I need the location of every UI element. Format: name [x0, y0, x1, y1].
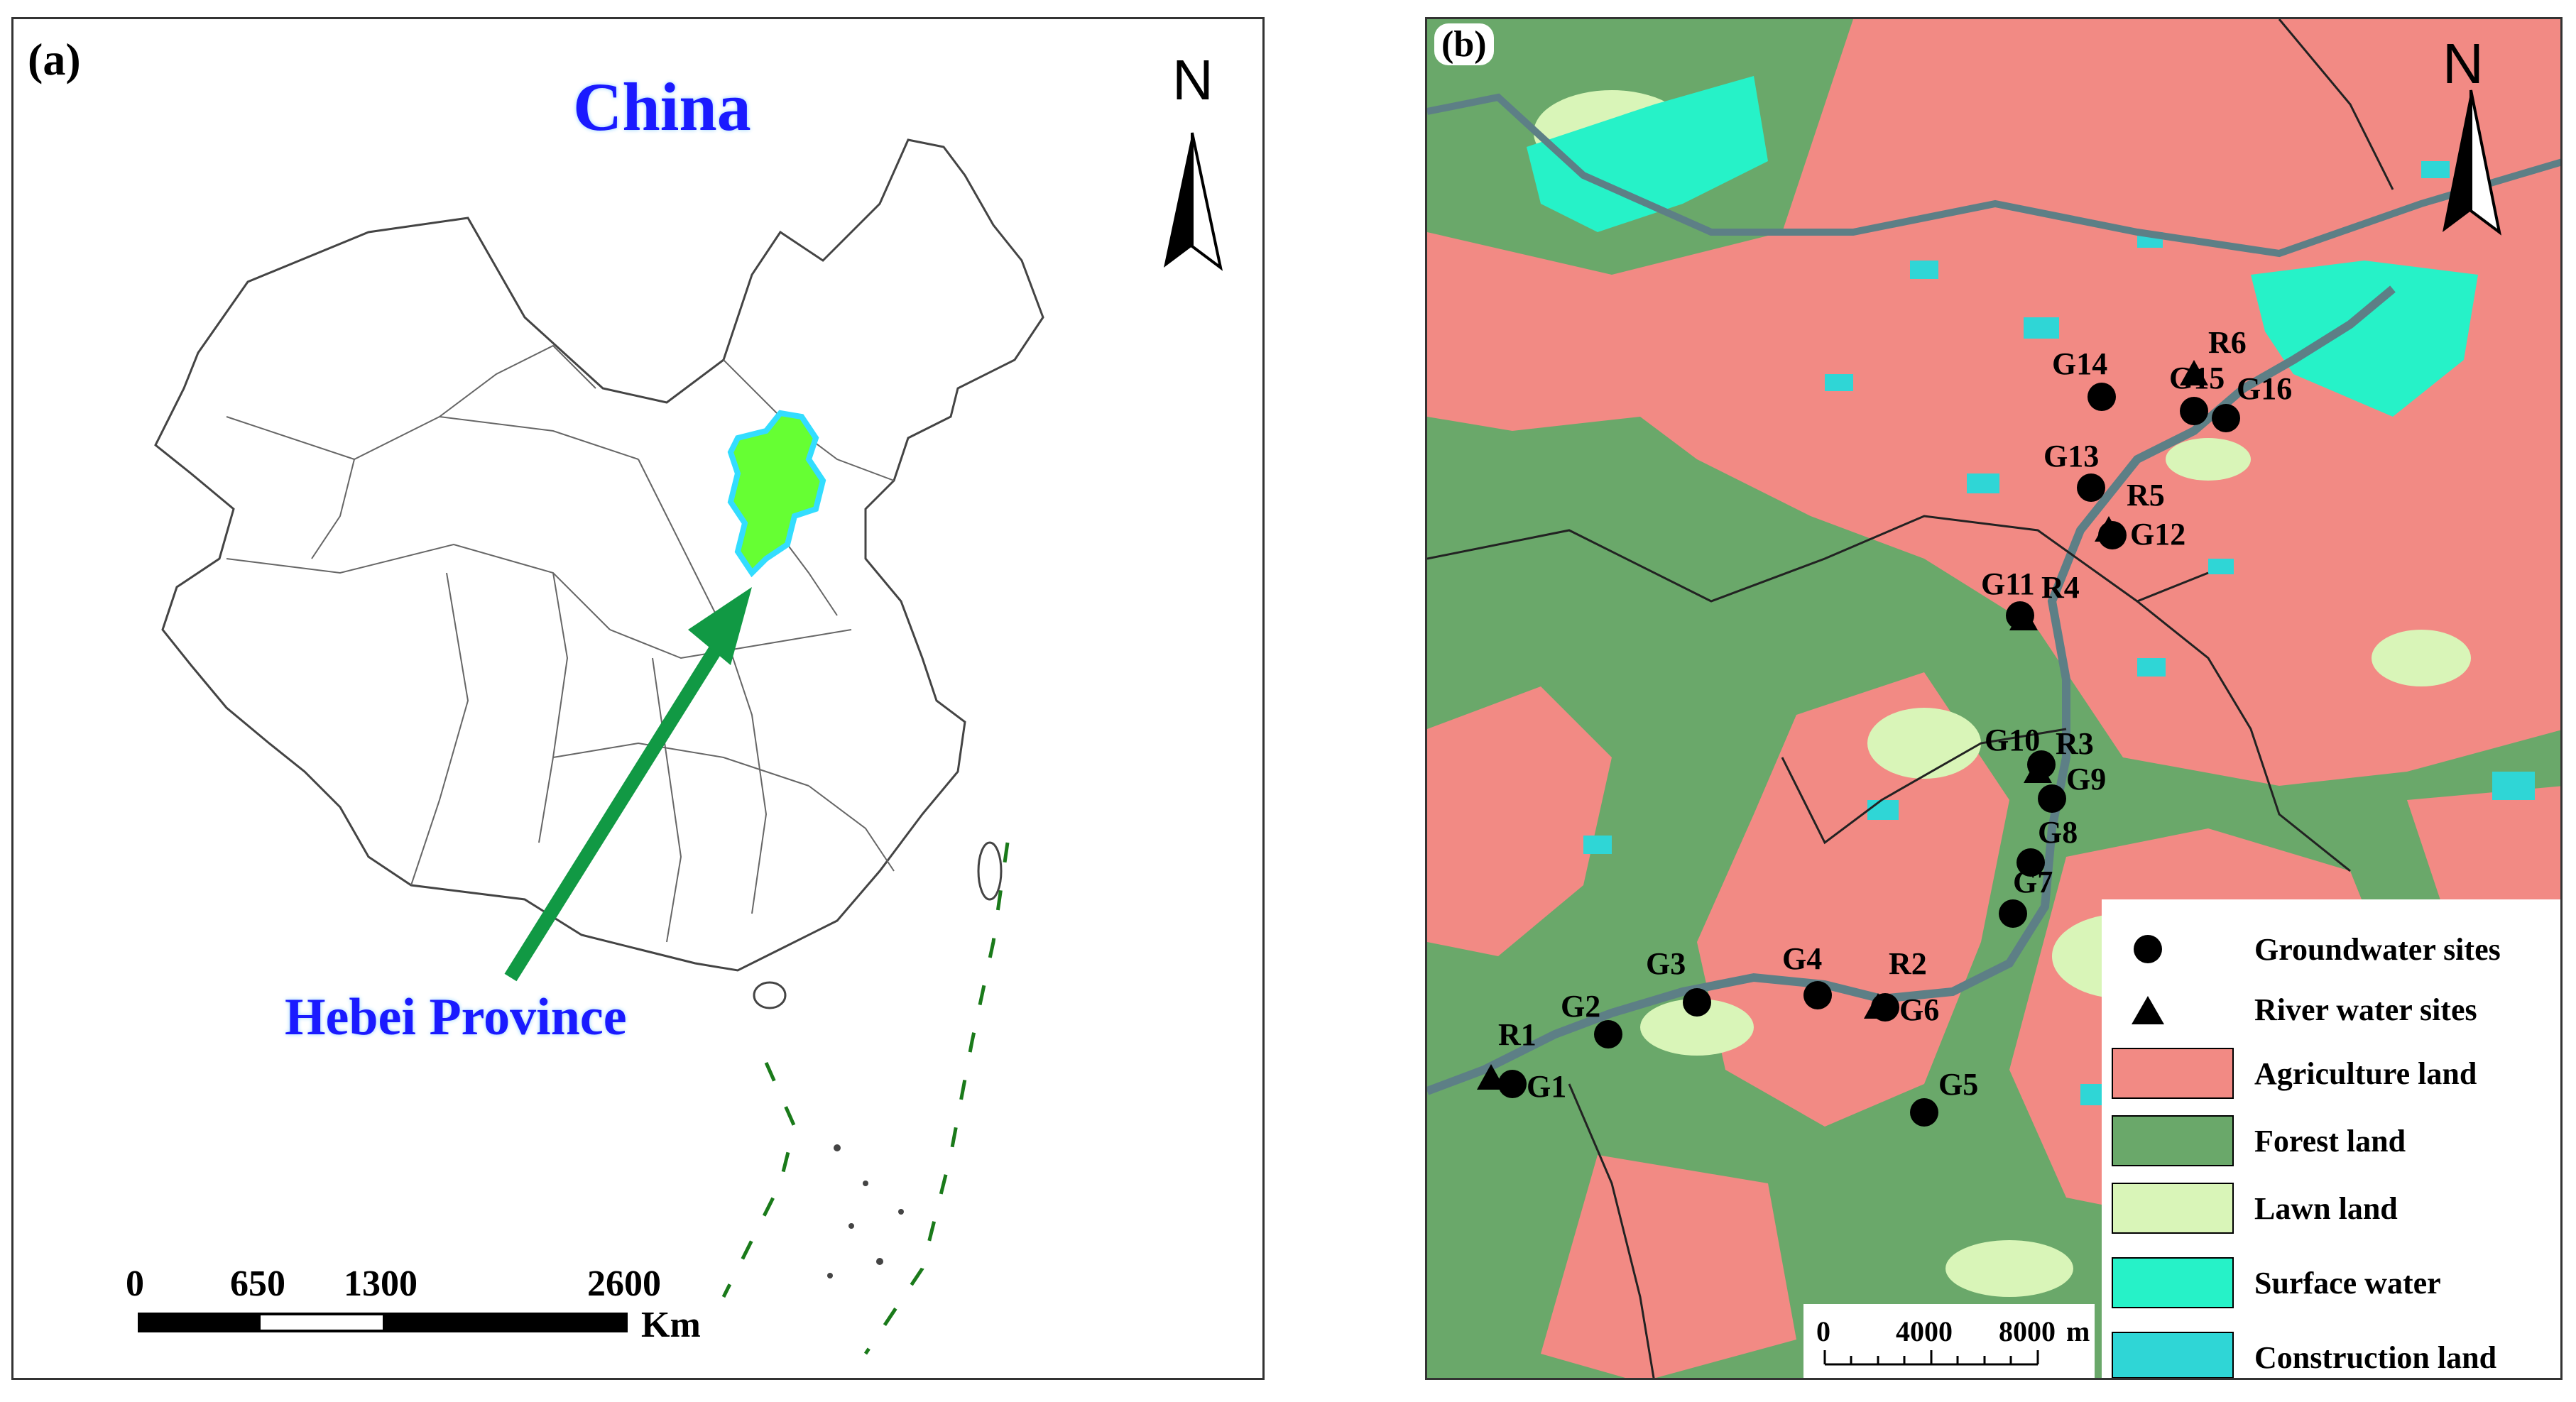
- surface-water-areas: [1527, 76, 2478, 417]
- legend-lawn-label: Lawn land: [2254, 1191, 2398, 1226]
- scale-b-tick-8000: 8000: [1999, 1315, 2056, 1347]
- groundwater-site-g7: [1999, 899, 2027, 928]
- south-sea-islands: [753, 841, 1003, 1278]
- pointer-arrow-head: [688, 587, 752, 665]
- scale-a-tick-2600: 2600: [587, 1264, 661, 1304]
- hebei-province-label: Hebei Province: [285, 988, 627, 1046]
- pointer-arrow-shaft: [504, 632, 730, 982]
- groundwater-site-label-g13: G13: [2043, 439, 2099, 473]
- scale-a-tick-1300: 1300: [344, 1264, 417, 1304]
- river-sites: [1477, 360, 2208, 1090]
- scale-b-tick-0: 0: [1816, 1315, 1830, 1347]
- river-site-r6: [2180, 360, 2208, 385]
- legend-construction-swatch: [2112, 1332, 2234, 1378]
- groundwater-site-g3: [1683, 988, 1711, 1017]
- river-site-label-r6: R6: [2208, 325, 2247, 360]
- north-label-b: N: [2443, 32, 2484, 95]
- river-site-r5: [2095, 516, 2123, 542]
- river-site-label-r3: R3: [2056, 726, 2094, 761]
- groundwater-site-label-g15: G15: [2169, 361, 2225, 395]
- legend-surface-water-label: Surface water: [2254, 1266, 2441, 1300]
- groundwater-site-g8: [2016, 848, 2045, 877]
- groundwater-site-label-g5: G5: [1938, 1067, 1978, 1102]
- land-use-map-svg: Groundwater sites River water sites Agri…: [1427, 19, 2560, 1378]
- groundwater-site-g16: [2212, 404, 2240, 432]
- scale-b-tick-4000: 4000: [1896, 1315, 1953, 1347]
- legend-lawn-swatch: [2112, 1183, 2234, 1234]
- site-labels: G1 G2 G3 G4 G5 G6 G7 G8 G9 G10 G11 G12 G13 G14 G15 G16 R…: [1498, 325, 2292, 1104]
- scale-a-unit: Km: [641, 1305, 701, 1345]
- scale-a-tick-0: 0: [126, 1264, 144, 1304]
- groundwater-site-label-g3: G3: [1646, 946, 1686, 981]
- groundwater-site-g9: [2038, 784, 2066, 813]
- groundwater-site-label-g9: G9: [2066, 762, 2106, 796]
- panel-b-land-use-map: Groundwater sites River water sites Agri…: [1425, 17, 2563, 1380]
- groundwater-site-g13: [2077, 473, 2105, 502]
- scale-b-unit: m: [2066, 1315, 2090, 1347]
- nine-dash-line: [721, 842, 1010, 1355]
- map-title: China: [573, 69, 751, 145]
- legend-groundwater-symbol: [2134, 935, 2162, 963]
- groundwater-site-label-g16: G16: [2237, 371, 2292, 406]
- river-site-r3: [2024, 757, 2052, 783]
- scale-bar-b-box: [1803, 1304, 2095, 1378]
- groundwater-site-label-g14: G14: [2052, 346, 2107, 381]
- scale-bar-a: [138, 1313, 628, 1332]
- groundwater-site-label-g1: G1: [1527, 1069, 1566, 1104]
- river-site-label-r5: R5: [2127, 478, 2165, 513]
- groundwater-site-g2: [1594, 1020, 1622, 1048]
- scale-a-tick-650: 650: [230, 1264, 285, 1304]
- groundwater-site-g15: [2180, 397, 2208, 425]
- legend-forest-swatch: [2112, 1115, 2234, 1166]
- groundwater-site-label-g12: G12: [2130, 517, 2185, 552]
- panel-a-china-map: (a) China: [11, 17, 1265, 1380]
- legend-groundwater-label: Groundwater sites: [2254, 932, 2501, 967]
- groundwater-site-label-g11: G11: [1981, 566, 2035, 601]
- groundwater-site-label-g10: G10: [1985, 723, 2040, 757]
- river-site-r1: [1477, 1064, 1505, 1090]
- groundwater-site-label-g7: G7: [2013, 865, 2053, 899]
- groundwater-site-label-g2: G2: [1561, 989, 1600, 1024]
- north-arrow-b: [2443, 89, 2501, 236]
- north-label-a: N: [1172, 48, 1213, 111]
- river-site-r4: [2009, 605, 2038, 630]
- river-site-label-r2: R2: [1889, 946, 1927, 981]
- admin-boundaries: [1427, 19, 2394, 1378]
- groundwater-site-label-g4: G4: [1782, 941, 1822, 976]
- groundwater-site-label-g6: G6: [1899, 992, 1939, 1027]
- china-outline: [154, 138, 1044, 972]
- legend-agriculture-swatch: [2112, 1048, 2234, 1099]
- groundwater-site-g4: [1803, 981, 1832, 1009]
- china-map-svg: [138, 132, 1223, 1355]
- river-site-label-r1: R1: [1498, 1017, 1537, 1052]
- river-site-r2: [1864, 993, 1892, 1019]
- legend-surface-water-swatch: [2112, 1257, 2234, 1308]
- construction-land-areas: [1583, 161, 2535, 1105]
- groundwater-site-g14: [2087, 383, 2116, 411]
- legend-forest-label: Forest land: [2254, 1124, 2406, 1159]
- panel-b-label: (b): [1434, 23, 1494, 65]
- groundwater-site-g1: [1498, 1070, 1527, 1098]
- groundwater-site-label-g8: G8: [2038, 815, 2078, 850]
- upper-river-line: [1427, 93, 2560, 258]
- scale-bar-b: [1823, 1350, 2039, 1366]
- legend-river-label: River water sites: [2254, 992, 2477, 1027]
- river-site-label-r4: R4: [2041, 570, 2080, 605]
- groundwater-site-g5: [1910, 1098, 1938, 1127]
- legend-agriculture-label: Agriculture land: [2254, 1056, 2477, 1091]
- hebei-province-shape: [727, 410, 826, 578]
- north-arrow-a: [1164, 132, 1223, 271]
- legend-construction-label: Construction land: [2254, 1340, 2496, 1375]
- legend-river-symbol: [2132, 996, 2164, 1024]
- panel-a-label: (a): [28, 34, 81, 84]
